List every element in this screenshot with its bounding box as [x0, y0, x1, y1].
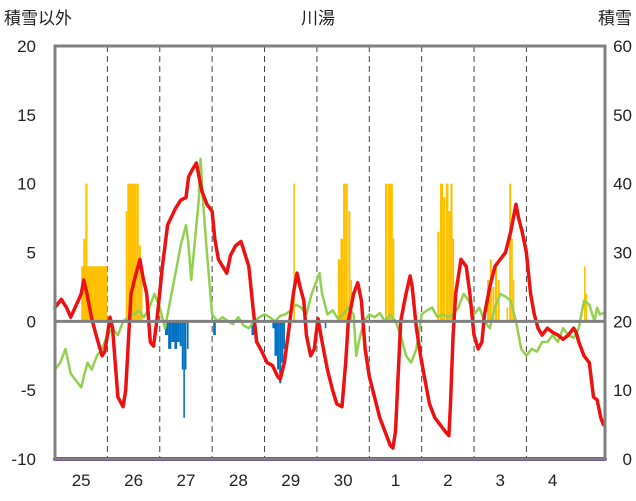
- left-tick-label: 15: [17, 106, 36, 125]
- blue-bar: [165, 321, 169, 336]
- x-tick-label: 29: [281, 471, 300, 490]
- blue-bar: [213, 321, 216, 336]
- orange-bar: [136, 183, 139, 322]
- orange-bar: [509, 183, 512, 322]
- left-tick-label: 20: [17, 37, 36, 56]
- orange-bar: [452, 238, 455, 322]
- blue-bar: [187, 321, 189, 349]
- chart-title: 川湯: [301, 9, 335, 29]
- right-tick-label: 0: [623, 450, 632, 469]
- orange-bar: [445, 183, 449, 322]
- left-tick-label: 10: [17, 175, 36, 194]
- blue-bar: [324, 321, 327, 329]
- right-tick-label: 40: [613, 175, 632, 194]
- orange-bar: [392, 238, 395, 322]
- left-tick-label: -10: [11, 450, 36, 469]
- right-tick-label: 20: [613, 312, 632, 331]
- orange-bar: [585, 293, 588, 322]
- plot-frame: [53, 44, 607, 461]
- right-axis-label: 積雪: [598, 9, 632, 29]
- blue-bar: [272, 321, 275, 329]
- orange-bar: [337, 259, 341, 322]
- blue-bar: [279, 321, 282, 384]
- orange-bar: [345, 183, 348, 322]
- blue-bar: [181, 321, 184, 370]
- blue-bar: [179, 321, 182, 347]
- orange-bar: [506, 307, 509, 322]
- blue-bar: [183, 321, 185, 418]
- blue-bar: [281, 321, 284, 363]
- x-tick-label: 27: [176, 471, 195, 490]
- blue-bar: [168, 321, 172, 349]
- orange-bar: [385, 183, 388, 322]
- x-tick-label: 3: [496, 471, 505, 490]
- orange-bar: [443, 197, 446, 322]
- red-series-line: [53, 161, 606, 450]
- orange-bar: [85, 183, 88, 322]
- blue-bar: [274, 321, 278, 356]
- x-tick-label: 25: [72, 471, 91, 490]
- orange-bar: [348, 211, 351, 322]
- x-tick-label: 4: [548, 471, 557, 490]
- blue-bar: [277, 321, 280, 370]
- orange-bar: [293, 183, 295, 322]
- left-tick-label: -5: [21, 381, 36, 400]
- blue-bar: [171, 321, 175, 342]
- orange-bar: [440, 183, 444, 322]
- x-tick-label: 1: [391, 471, 400, 490]
- orange-bar: [340, 238, 344, 322]
- x-tick-label: 30: [334, 471, 353, 490]
- orange-bar: [448, 211, 451, 322]
- x-tick-label: 26: [124, 471, 143, 490]
- orange-bar: [387, 183, 393, 322]
- orange-bar: [125, 211, 128, 322]
- left-tick-label: 0: [27, 312, 36, 331]
- blue-bar: [184, 321, 187, 370]
- orange-bar: [584, 266, 586, 322]
- x-tick-label: 28: [229, 471, 248, 490]
- right-tick-label: 30: [613, 244, 632, 263]
- right-tick-label: 50: [613, 106, 632, 125]
- left-tick-label: 5: [27, 244, 36, 263]
- orange-bar: [127, 183, 137, 322]
- orange-bar: [495, 266, 498, 322]
- bars-layer: [81, 183, 588, 418]
- blue-bar: [283, 321, 285, 349]
- right-tick-label: 10: [613, 381, 632, 400]
- blue-bar: [177, 321, 180, 342]
- orange-bar: [512, 280, 515, 322]
- x-tick-label: 2: [443, 471, 452, 490]
- orange-bar: [343, 183, 346, 322]
- orange-bar: [450, 183, 453, 322]
- orange-bar: [437, 231, 440, 322]
- orange-bar: [511, 238, 513, 322]
- left-axis-label: 積雪以外: [4, 9, 72, 29]
- right-tick-label: 60: [613, 37, 632, 56]
- orange-bar: [140, 266, 143, 322]
- orange-bar: [138, 245, 141, 322]
- grid-layer: [106, 46, 527, 459]
- orange-bar: [492, 286, 495, 322]
- blue-bar: [251, 321, 255, 336]
- blue-bar: [174, 321, 178, 349]
